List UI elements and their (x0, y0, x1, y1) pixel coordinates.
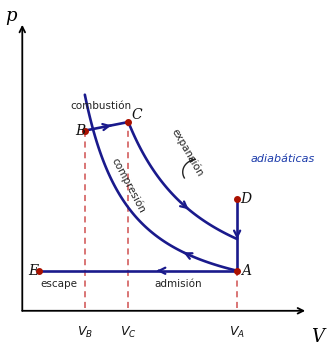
Text: $V_B$: $V_B$ (77, 325, 93, 340)
Text: B: B (75, 124, 85, 138)
Text: escape: escape (41, 279, 78, 289)
Text: V: V (311, 328, 324, 346)
Text: adiabáticas: adiabáticas (251, 154, 315, 164)
Text: $V_A$: $V_A$ (229, 325, 245, 340)
Text: $V_C$: $V_C$ (120, 325, 137, 340)
Text: compresión: compresión (110, 156, 147, 214)
Text: expansión: expansión (169, 126, 205, 178)
Text: combustión: combustión (71, 101, 132, 111)
Text: admisión: admisión (155, 279, 203, 289)
Text: C: C (132, 108, 142, 122)
Text: E: E (28, 264, 38, 278)
Text: A: A (241, 264, 251, 278)
Text: p: p (6, 7, 17, 25)
Text: D: D (241, 192, 252, 206)
